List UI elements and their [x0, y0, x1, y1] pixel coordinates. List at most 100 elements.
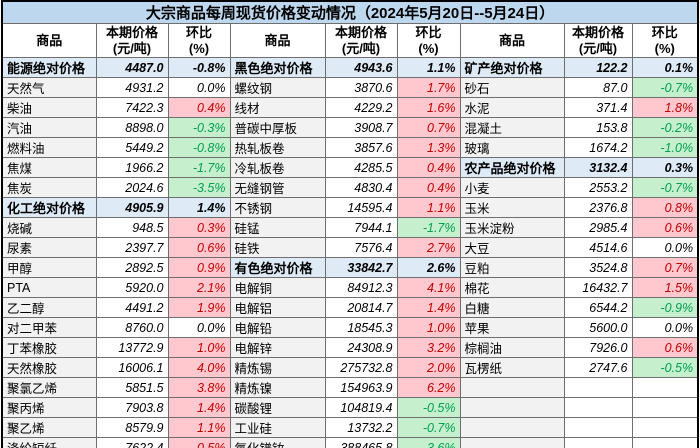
price-cell: 7926.0 — [563, 337, 633, 358]
pct-cell: 0.3% — [631, 157, 699, 178]
pct-cell: 1.4% — [167, 197, 231, 218]
pct-cell: 1.1% — [396, 197, 461, 218]
price-cell: 2553.2 — [563, 177, 633, 198]
table-row: 汽油 8898.0 -0.3% 普碳中厚板 3908.7 0.7% 混凝土 153.8 -0.2… — [1, 117, 699, 138]
commodity-name-cell: 线材 — [229, 97, 326, 118]
pct-cell: 0.9% — [167, 257, 231, 278]
pct-cell: 1.1% — [167, 417, 231, 438]
commodity-name-cell: 汽油 — [1, 117, 97, 138]
commodity-name-cell — [459, 437, 565, 448]
price-cell: 4905.9 — [95, 197, 169, 218]
pct-cell: -0.7% — [631, 177, 699, 198]
price-cell: 275732.8 — [324, 357, 398, 378]
price-cell: 7944.1 — [324, 217, 398, 238]
price-cell: 7903.8 — [95, 397, 169, 418]
commodity-name-cell: 燃料油 — [1, 137, 97, 158]
pct-cell: 2.7% — [396, 237, 461, 258]
price-cell: 4285.5 — [324, 157, 398, 178]
price-cell: 388465.8 — [324, 437, 398, 448]
commodity-name-cell: 小麦 — [459, 177, 565, 198]
price-cell: 4491.2 — [95, 297, 169, 318]
pct-cell: -3.5% — [167, 177, 231, 198]
pct-cell: 1.5% — [631, 277, 699, 298]
commodity-name-cell: 涤纶短纤 — [1, 437, 97, 448]
commodity-name-cell: 有色绝对价格 — [229, 257, 326, 278]
pct-cell: 0.4% — [167, 97, 231, 118]
pct-cell: 1.0% — [167, 337, 231, 358]
commodity-name-cell: 玉米淀粉 — [459, 217, 565, 238]
commodity-name-cell: 螺纹钢 — [229, 77, 326, 98]
price-cell: 87.0 — [563, 77, 633, 98]
pct-cell: 2.0% — [396, 357, 461, 378]
pct-cell: -1.0% — [631, 137, 699, 158]
commodity-name-cell: 聚丙烯 — [1, 397, 97, 418]
price-cell: 154963.9 — [324, 377, 398, 398]
pct-cell: 0.3% — [167, 217, 231, 238]
commodity-name-cell: 棉花 — [459, 277, 565, 298]
price-cell: 4943.6 — [324, 57, 398, 78]
commodity-name-cell: 柴油 — [1, 97, 97, 118]
commodity-name-cell: 精炼锡 — [229, 357, 326, 378]
price-cell: 3524.8 — [563, 257, 633, 278]
commodity-name-cell: 工业硅 — [229, 417, 326, 438]
pct-cell — [631, 397, 699, 418]
pct-cell: -0.7% — [631, 77, 699, 98]
pct-cell: -0.3% — [167, 117, 231, 138]
price-cell: 8898.0 — [95, 117, 169, 138]
table-row: 焦炭 2024.6 -3.5% 无缝钢管 4830.4 0.4% 小麦 2553.2 -0.7% — [1, 177, 699, 198]
pct-cell: -0.9% — [631, 297, 699, 318]
commodity-name-cell: 焦煤 — [1, 157, 97, 178]
table-row: 柴油 7422.3 0.4% 线材 4229.2 1.6% 水泥 371.4 1.8% — [1, 97, 699, 118]
col-header-price-2: 本期价格 (元/吨) — [324, 23, 398, 58]
commodity-name-cell: 矿产绝对价格 — [459, 57, 565, 78]
commodity-name-cell: PTA — [1, 277, 97, 298]
price-cell: 3857.6 — [324, 137, 398, 158]
price-cell: 948.5 — [95, 217, 169, 238]
price-cell — [563, 437, 633, 448]
col-header-pct-2: 环比 (%) — [396, 23, 461, 58]
commodity-name-cell: 碳酸锂 — [229, 397, 326, 418]
commodity-name-cell: 精炼镍 — [229, 377, 326, 398]
col-header-price-3: 本期价格 (元/吨) — [563, 23, 633, 58]
commodity-name-cell: 大豆 — [459, 237, 565, 258]
price-cell: 5449.2 — [95, 137, 169, 158]
pct-cell: 4.1% — [396, 277, 461, 298]
pct-cell: 0.4% — [396, 177, 461, 198]
pct-cell: -0.5% — [396, 397, 461, 418]
pct-cell: 0.6% — [631, 217, 699, 238]
price-cell: 2985.4 — [563, 217, 633, 238]
pct-cell: -3.6% — [396, 437, 461, 448]
commodity-name-cell: 能源绝对价格 — [1, 57, 97, 78]
commodity-name-cell: 混凝土 — [459, 117, 565, 138]
table-row: 乙二醇 4491.2 1.9% 电解铝 20814.7 1.4% 白糖 6544.2 -0.9% — [1, 297, 699, 318]
price-cell: 2747.6 — [563, 357, 633, 378]
pct-cell: 1.3% — [396, 137, 461, 158]
commodity-name-cell: 水泥 — [459, 97, 565, 118]
commodity-name-cell: 对二甲苯 — [1, 317, 97, 338]
pct-cell: 2.6% — [396, 257, 461, 278]
commodity-name-cell: 苹果 — [459, 317, 565, 338]
commodity-name-cell — [459, 397, 565, 418]
pct-cell: -1.7% — [396, 217, 461, 238]
pct-cell: 0.6% — [631, 337, 699, 358]
price-cell: 5920.0 — [95, 277, 169, 298]
pct-cell: 0.7% — [396, 117, 461, 138]
pct-cell: 0.8% — [631, 197, 699, 218]
table-body: 能源绝对价格 4487.0 -0.8% 黑色绝对价格 4943.6 1.1% 矿产绝对价格 1… — [1, 57, 699, 448]
commodity-name-cell: 天然橡胶 — [1, 357, 97, 378]
commodity-name-cell: 玉米 — [459, 197, 565, 218]
pct-cell: 0.0% — [631, 237, 699, 258]
price-cell: 20814.7 — [324, 297, 398, 318]
price-cell: 1674.2 — [563, 137, 633, 158]
price-cell: 5600.0 — [563, 317, 633, 338]
col-header-price-1: 本期价格 (元/吨) — [95, 23, 169, 58]
table-row: 聚丙烯 7903.8 1.4% 碳酸锂 104819.4 -0.5% — [1, 397, 699, 418]
price-cell: 24308.9 — [324, 337, 398, 358]
price-cell: 3870.6 — [324, 77, 398, 98]
price-cell: 4830.4 — [324, 177, 398, 198]
pct-cell: -0.5% — [631, 357, 699, 378]
header-row: 商品 本期价格 (元/吨) 环比 (%) 商品 本期价格 (元/吨) 环比 (%) 商品… — [1, 23, 699, 58]
commodity-name-cell — [459, 417, 565, 438]
commodity-name-cell: 乙二醇 — [1, 297, 97, 318]
